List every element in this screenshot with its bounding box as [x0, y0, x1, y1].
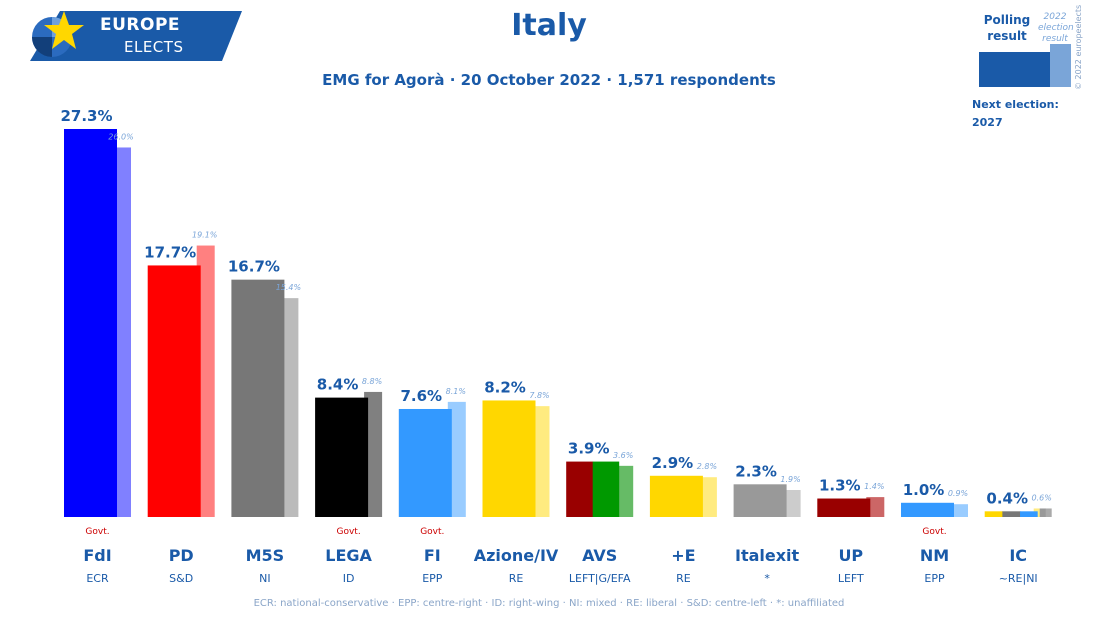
poll-bar-ic-seg-2 [1002, 511, 1021, 517]
election-value-label-azione-iv: 7.8% [529, 391, 549, 400]
party-label-fi: FI [424, 546, 441, 565]
group-label-fdi: ECR [86, 572, 109, 585]
group-label-italexit: * [764, 572, 770, 585]
group-label-lega: ID [343, 572, 355, 585]
poll-value-label-lega: 8.4% [317, 376, 359, 394]
election-value-label-up: 1.4% [864, 482, 884, 491]
poll-value-label-fi: 7.6% [400, 387, 442, 405]
group-label-fi: EPP [422, 572, 443, 585]
chart-subtitle: EMG for Agorà · 20 October 2022 · 1,571 … [322, 71, 776, 89]
election-value-label-ic: 0.6% [1032, 493, 1052, 502]
poll-bar-avs-seg-1 [566, 461, 594, 517]
poll-bar-up [817, 498, 871, 517]
party-label-azione-iv: Azione/IV [474, 546, 559, 565]
poll-bar-m5s [231, 279, 285, 517]
poll-bar-nm [901, 502, 954, 517]
election-bar--e [698, 477, 717, 517]
poll-bar-pd [147, 265, 201, 517]
group-label-pd: S&D [169, 572, 193, 585]
party-label-avs: AVS [582, 546, 617, 565]
next-election: Next election: 2027 [972, 96, 1059, 132]
logo-line1: EUROPE [100, 15, 181, 35]
election-bar-fi [447, 401, 466, 517]
poll-value-label-italexit: 2.3% [735, 462, 777, 480]
election-bar-pd [196, 245, 215, 518]
election-value-label-fi: 8.1% [446, 387, 466, 396]
poll-value-label-ic: 0.4% [986, 489, 1028, 507]
party-label-lega: LEGA [325, 546, 372, 565]
election-value-label-lega: 8.8% [362, 377, 382, 386]
party-label-ic: IC [1009, 546, 1027, 565]
election-bar-ic-seg-3 [1045, 508, 1052, 517]
election-value-label-italexit: 1.9% [780, 475, 800, 484]
logo-line2: ELECTS [124, 38, 184, 56]
legend-election-swatch [1050, 44, 1071, 87]
poll-value-label-nm: 1.0% [903, 481, 945, 499]
election-value-label-fdi: 26.0% [108, 132, 133, 141]
election-bar-nm [950, 504, 968, 517]
poll-value-label-avs: 3.9% [568, 440, 610, 458]
election-bar-lega [364, 391, 383, 517]
poll-bar-ic-seg-1 [984, 511, 1003, 517]
poll-value-label-azione-iv: 8.2% [484, 378, 526, 396]
party-label--e: +E [671, 546, 695, 565]
legend-election-label: 2022 election result [1038, 12, 1074, 44]
bar-chart: 27.3% 26.0% Govt. FdI ECR 17.7% 19.1% PD S&D 16.7… [60, 107, 1052, 585]
group-label-m5s: NI [259, 572, 270, 585]
group-label-nm: EPP [924, 572, 945, 585]
party-label-pd: PD [169, 546, 194, 565]
poll-bar-ic-seg-3 [1020, 511, 1038, 517]
footer-notes: ECR: national-conservative · EPP: centre… [253, 598, 845, 609]
poll-bar--e [649, 475, 703, 517]
poll-bar-fdi [64, 129, 117, 517]
party-label-up: UP [838, 546, 863, 565]
group-label-azione-iv: RE [509, 572, 524, 585]
election-bar-ic-seg-2 [1039, 508, 1047, 517]
party-label-m5s: M5S [246, 546, 285, 565]
poll-bar-fi [398, 408, 452, 517]
party-label-nm: NM [920, 546, 949, 565]
poll-value-label-pd: 17.7% [144, 243, 196, 261]
party-label-fdi: FdI [83, 546, 111, 565]
election-bar-avs [615, 465, 634, 517]
election-bar-fdi [113, 147, 131, 517]
group-label-ic: ~RE|NI [999, 572, 1038, 585]
group-label--e: RE [676, 572, 691, 585]
election-bar-up [866, 497, 885, 517]
europe-elects-logo [30, 11, 242, 61]
party-label-italexit: Italexit [735, 546, 800, 565]
chart-title: Italy [511, 8, 587, 43]
group-label-up: LEFT [838, 572, 864, 585]
poll-value-label-fdi: 27.3% [60, 107, 112, 125]
election-value-label-m5s: 15.4% [276, 283, 301, 292]
election-value-label-nm: 0.9% [948, 489, 968, 498]
poll-bar-italexit [733, 484, 787, 517]
government-label-fi: Govt. [420, 527, 444, 537]
poll-bar-avs-seg-2 [592, 461, 620, 517]
legend-polling-label: Polling result [983, 13, 1031, 43]
next-election-year: 2027 [972, 116, 1003, 129]
legend-polling-swatch [979, 52, 1050, 87]
poll-value-label-m5s: 16.7% [228, 258, 280, 276]
election-value-label--e: 2.8% [697, 462, 717, 471]
election-bar-m5s [280, 298, 299, 517]
election-bar-azione-iv [531, 406, 550, 517]
government-label-lega: Govt. [336, 527, 360, 537]
poll-bar-azione-iv [482, 400, 536, 517]
election-value-label-pd: 19.1% [192, 231, 217, 240]
election-value-label-avs: 3.6% [613, 451, 633, 460]
poll-value-label-up: 1.3% [819, 477, 861, 495]
election-bar-italexit [782, 489, 801, 517]
poll-bar-lega [315, 397, 369, 517]
government-label-fdi: Govt. [85, 527, 109, 537]
group-label-avs: LEFT|G/EFA [569, 572, 631, 585]
next-election-label: Next election: [972, 98, 1059, 111]
government-label-nm: Govt. [922, 527, 946, 537]
poll-value-label--e: 2.9% [652, 454, 694, 472]
